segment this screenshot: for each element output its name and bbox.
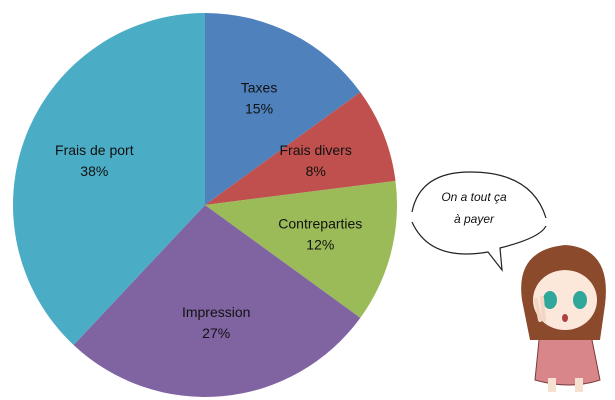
- bubble-outline: [411, 171, 547, 219]
- annotation-line: On a tout ça: [441, 190, 507, 204]
- character-eye: [573, 291, 587, 309]
- pie-slice: [205, 92, 396, 205]
- value-label: 8%: [306, 163, 326, 179]
- character-bangs: [532, 256, 598, 285]
- character: [521, 245, 606, 392]
- slice-label: Taxes: [241, 80, 278, 96]
- speech-bubble: On a tout ça à payer: [411, 171, 547, 272]
- character-eye: [543, 291, 557, 309]
- pie: Taxes 15% Frais divers 8% Contreparties 12% Im…: [13, 13, 397, 397]
- value-label: 12%: [306, 236, 334, 252]
- character-fingers: [534, 296, 546, 322]
- pie-slice: [73, 205, 361, 397]
- character-leg: [548, 378, 556, 392]
- slice-label: Frais divers: [280, 142, 352, 158]
- character-face: [533, 270, 597, 330]
- pie-slice: [205, 180, 397, 318]
- character-leg: [575, 378, 583, 392]
- value-label: 15%: [245, 101, 273, 117]
- value-label: 27%: [202, 325, 230, 341]
- slice-label: Contreparties: [278, 215, 362, 231]
- pie-slice: [13, 13, 206, 345]
- slice-label: Frais de port: [55, 142, 134, 158]
- bubble-outline: [411, 221, 547, 272]
- annotation-line: à payer: [454, 212, 495, 226]
- value-label: 38%: [80, 163, 108, 179]
- pie-slice: [205, 13, 361, 205]
- slice-label: Impression: [182, 304, 250, 320]
- character-mouth: [562, 314, 568, 322]
